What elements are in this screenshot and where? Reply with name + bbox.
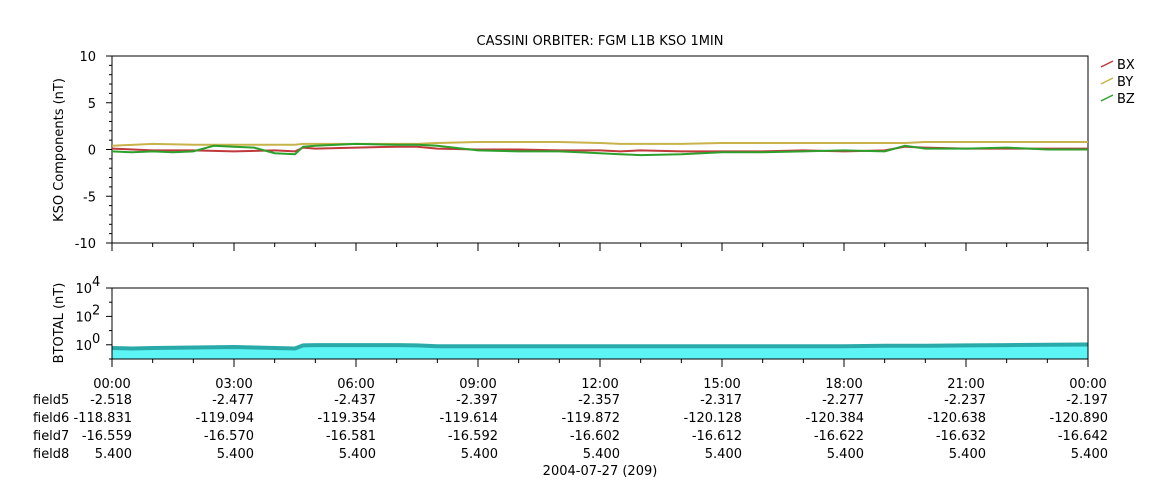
date-label: 2004-07-27 (209) <box>543 464 658 479</box>
ephemeris-value: -119.354 <box>318 411 376 426</box>
y-tick-label: 10 <box>75 339 92 354</box>
ephemeris-value: -119.094 <box>196 411 254 426</box>
chart-title: CASSINI ORBITER: FGM L1B KSO 1MIN <box>477 34 724 49</box>
y-tick-label: 5 <box>88 97 96 112</box>
ephemeris-value: -2.237 <box>944 393 986 408</box>
ephemeris-value: -2.477 <box>212 393 254 408</box>
kso-components-panel: -10 -5 0 5 10 KSO Components (nT) <box>52 50 1089 252</box>
ephemeris-table: field5 -2.518 -2.477 -2.437 -2.397 -2.357 -2.3… <box>33 393 1108 462</box>
legend: BX BY BZ <box>1100 58 1135 107</box>
time-tick-label: 09:00 <box>459 377 496 392</box>
y-tick-exponent: 4 <box>92 275 100 290</box>
legend-swatch-by <box>1100 77 1114 85</box>
y-tick-exponent: 0 <box>92 332 100 347</box>
y-tick-label: -10 <box>75 237 96 252</box>
legend-swatch-bz <box>1100 94 1114 102</box>
ephemeris-value: 5.400 <box>827 447 864 462</box>
y-tick-label: 10 <box>79 50 96 65</box>
bottom-y-axis-label: BTOTAL (nT) <box>52 283 67 364</box>
ephemeris-row-label: field7 <box>33 429 69 444</box>
ephemeris-value: -120.890 <box>1050 411 1108 426</box>
ephemeris-value: 5.400 <box>339 447 376 462</box>
y-tick-exponent: 2 <box>92 303 100 318</box>
ephemeris-value: 5.400 <box>949 447 986 462</box>
time-tick-label: 00:00 <box>93 377 130 392</box>
ephemeris-value: -2.357 <box>578 393 620 408</box>
ephemeris-value: -119.614 <box>440 411 498 426</box>
ephemeris-row-label: field8 <box>33 447 69 462</box>
ephemeris-value: -16.592 <box>448 429 498 444</box>
ephemeris-value: 5.400 <box>1071 447 1108 462</box>
ephemeris-value: 5.400 <box>217 447 254 462</box>
legend-swatch-bx <box>1100 60 1114 68</box>
ephemeris-value: -16.570 <box>204 429 254 444</box>
ephemeris-value: -120.638 <box>928 411 986 426</box>
ephemeris-value: 5.400 <box>705 447 742 462</box>
time-tick-label: 18:00 <box>825 377 862 392</box>
time-tick-label: 06:00 <box>337 377 374 392</box>
legend-label-bx: BX <box>1117 58 1135 73</box>
time-tick-label: 12:00 <box>581 377 618 392</box>
legend-label-by: BY <box>1117 75 1133 90</box>
ephemeris-value: -120.128 <box>684 411 742 426</box>
kso-series-lines <box>112 141 1088 157</box>
series-by-line <box>112 141 1088 147</box>
top-y-axis: -10 -5 0 5 10 <box>75 50 112 252</box>
ephemeris-value: -16.632 <box>936 429 986 444</box>
time-tick-label: 03:00 <box>215 377 252 392</box>
ephemeris-value: 5.400 <box>583 447 620 462</box>
ephemeris-value: -16.622 <box>814 429 864 444</box>
y-tick-label: -5 <box>83 190 96 205</box>
ephemeris-value: 5.400 <box>95 447 132 462</box>
top-x-axis <box>111 243 1089 251</box>
time-tick-labels: 00:00 03:00 06:00 09:00 12:00 15:00 18:00 21:00… <box>93 377 1106 392</box>
ephemeris-value: -118.831 <box>74 411 132 426</box>
ephemeris-value: -2.397 <box>456 393 498 408</box>
bottom-x-axis <box>111 359 1089 367</box>
ephemeris-value: -16.581 <box>326 429 376 444</box>
ephemeris-value: -16.602 <box>570 429 620 444</box>
ephemeris-value: -2.277 <box>822 393 864 408</box>
btotal-series <box>111 342 1089 359</box>
ephemeris-value: -16.559 <box>82 429 132 444</box>
y-tick-label: 0 <box>88 144 96 159</box>
ephemeris-row-label: field6 <box>33 411 69 426</box>
top-y-axis-label: KSO Components (nT) <box>52 78 67 222</box>
ephemeris-value: -2.317 <box>700 393 742 408</box>
y-tick-label: 10 <box>75 310 92 325</box>
ephemeris-value: 5.400 <box>461 447 498 462</box>
ephemeris-value: -2.518 <box>90 393 132 408</box>
ephemeris-value: -16.612 <box>692 429 742 444</box>
ephemeris-value: -16.642 <box>1058 429 1108 444</box>
btotal-line <box>111 342 1089 351</box>
series-bz-line <box>112 142 1088 157</box>
ephemeris-value: -2.437 <box>334 393 376 408</box>
time-tick-label: 21:00 <box>947 377 984 392</box>
legend-label-bz: BZ <box>1117 92 1135 107</box>
time-tick-label: 00:00 <box>1069 377 1106 392</box>
ephemeris-row-label: field5 <box>33 393 69 408</box>
ephemeris-value: -2.197 <box>1066 393 1108 408</box>
y-tick-label: 10 <box>75 282 92 297</box>
time-tick-label: 15:00 <box>703 377 740 392</box>
ephemeris-value: -120.384 <box>806 411 864 426</box>
ephemeris-value: -119.872 <box>562 411 620 426</box>
